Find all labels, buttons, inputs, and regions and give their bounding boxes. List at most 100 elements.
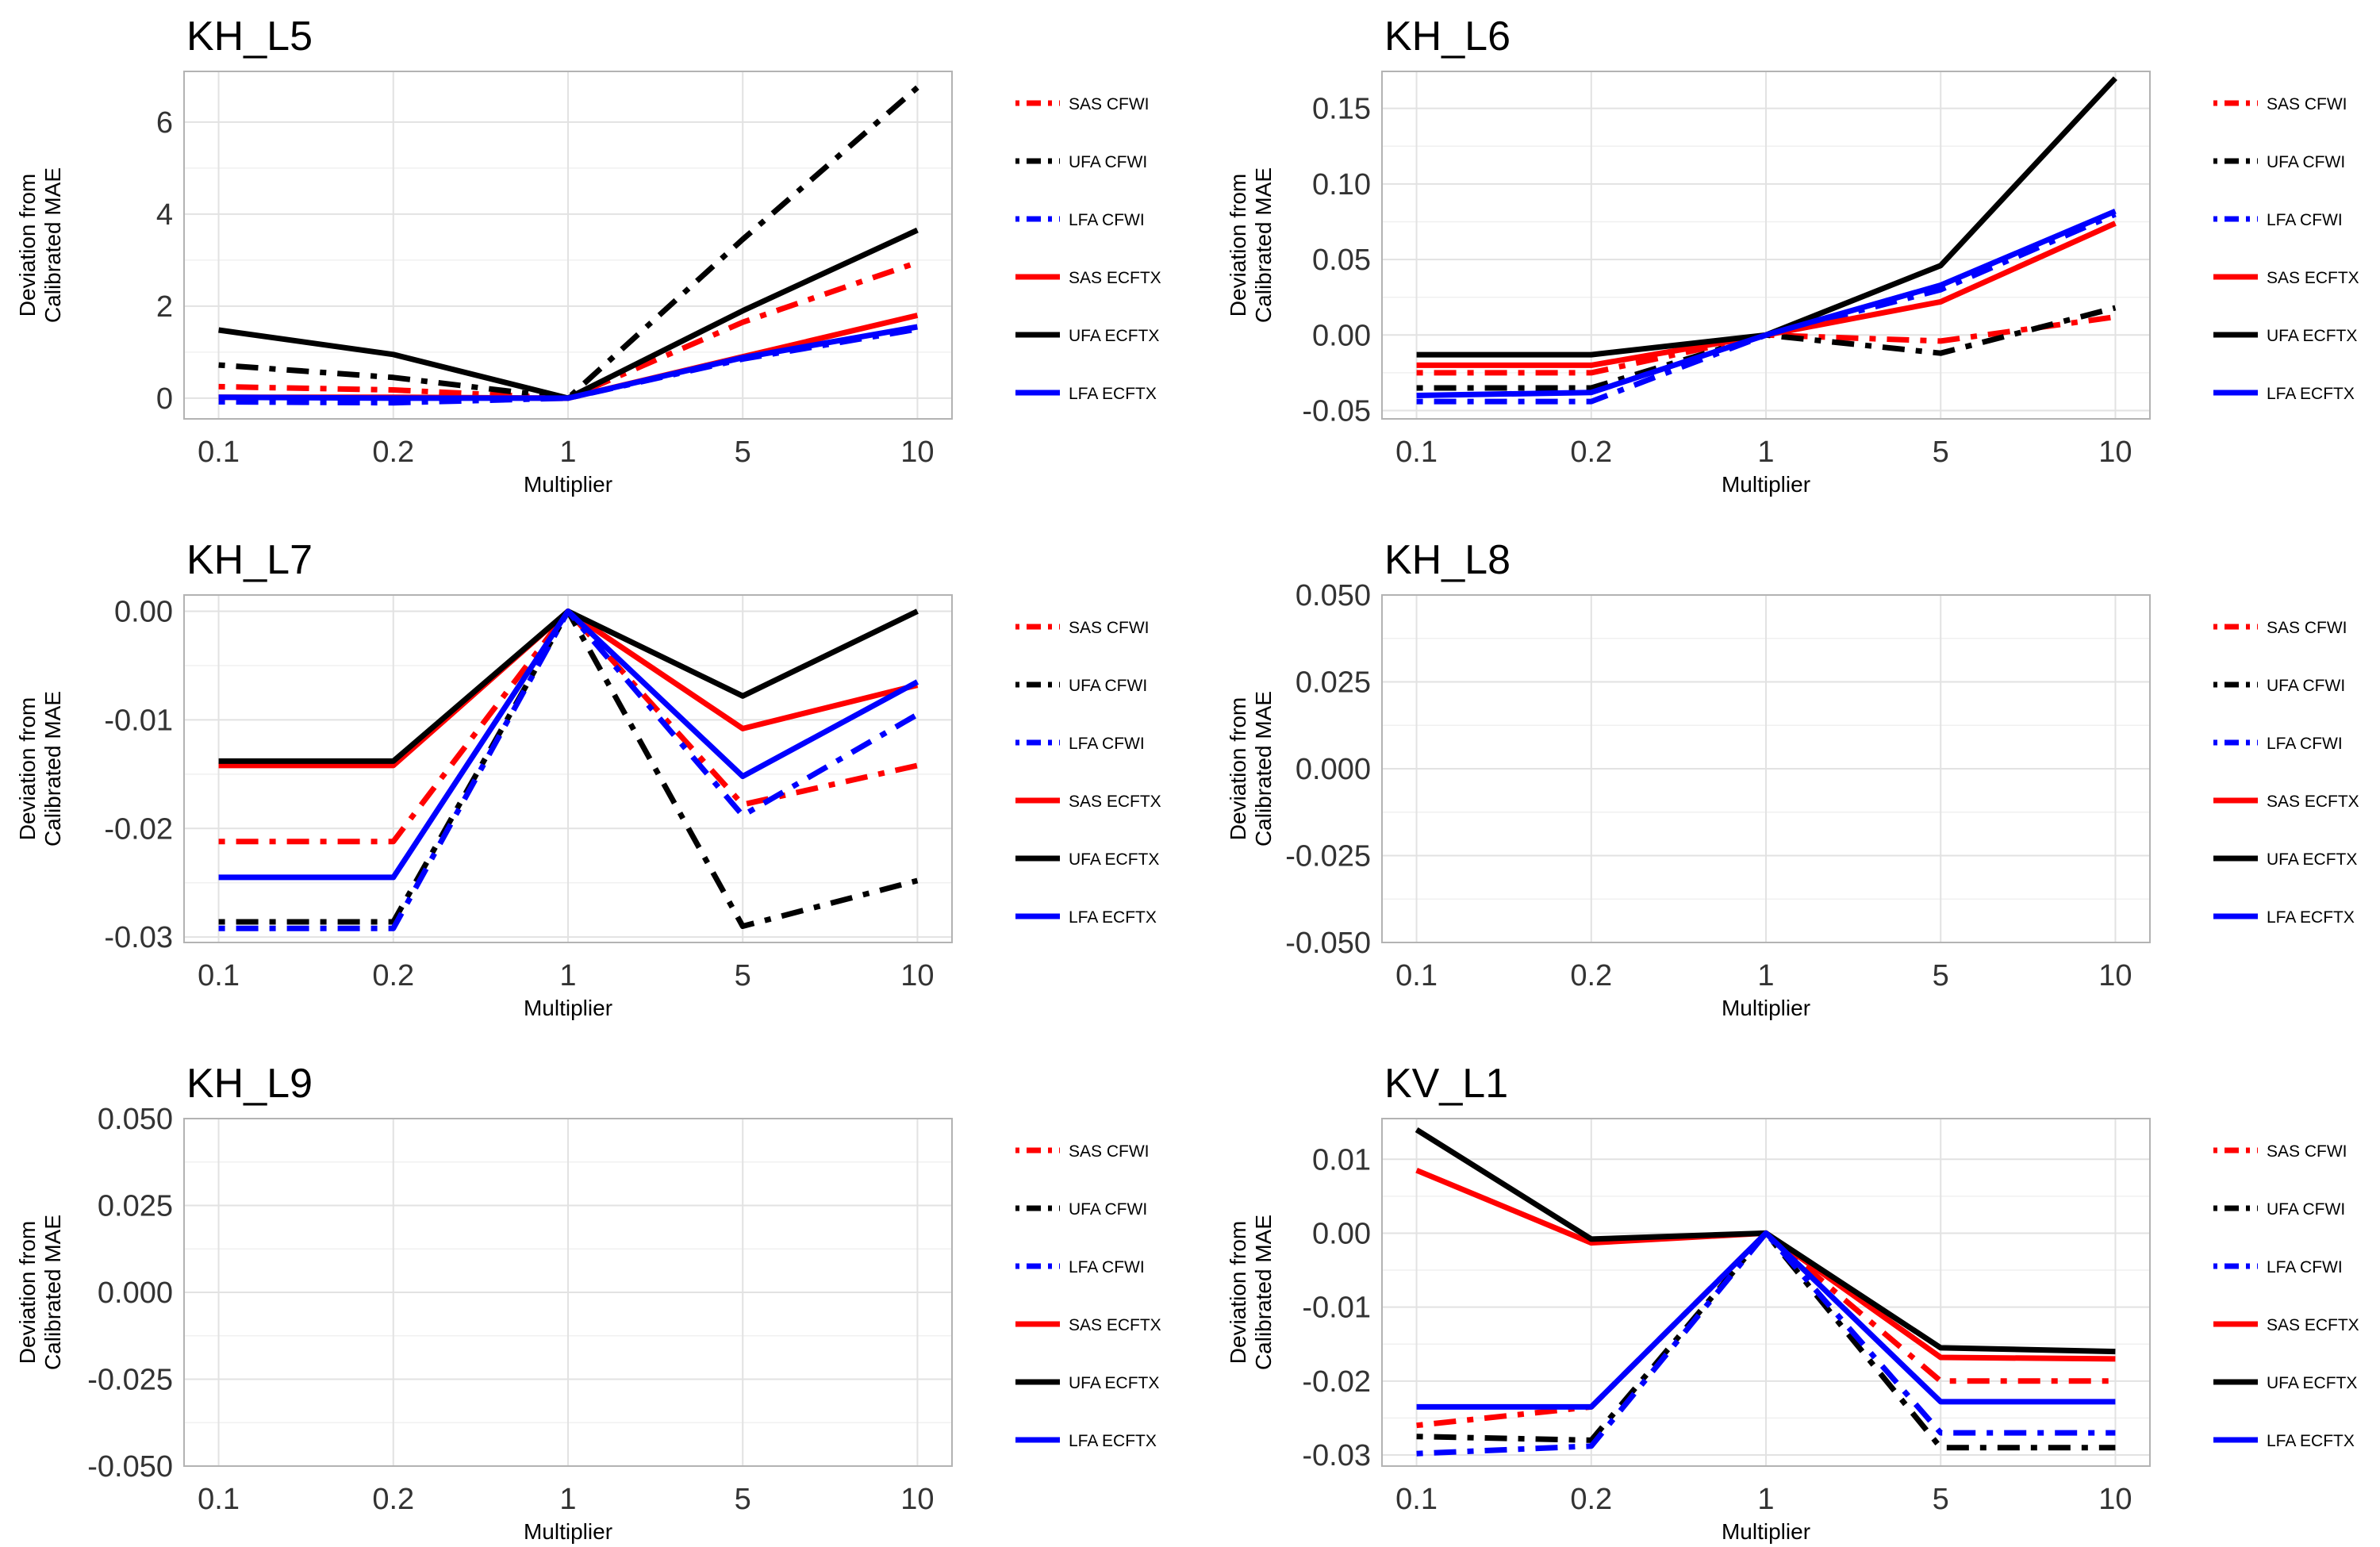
series-line-sas-cfwi xyxy=(218,608,919,845)
y-tick-label: -0.01 xyxy=(104,704,173,737)
y-tick-label: 2 xyxy=(156,290,173,324)
panel-title: KH_L6 xyxy=(1384,13,1511,60)
series-group xyxy=(218,608,919,931)
x-tick-label: 10 xyxy=(900,1483,934,1516)
x-tick-label: 5 xyxy=(1933,959,1949,992)
panel-kh-l9: -0.050 -0.025 0.000 0.025 0.050 0.1 0.2 1 5 10 KH_… xyxy=(15,1061,1161,1544)
legend-label: SAS CFWI xyxy=(2267,95,2347,113)
legend-label: LFA ECFTX xyxy=(1069,385,1157,403)
legend-label: SAS ECFTX xyxy=(1069,793,1161,811)
y-tick-label: 4 xyxy=(156,198,173,232)
y-axis-label: Deviation fromCalibrated MAE xyxy=(1226,691,1276,846)
x-tick-label: 0.2 xyxy=(1570,959,1612,992)
legend-label: UFA CFWI xyxy=(1069,1200,1147,1219)
panel-title: KH_L5 xyxy=(186,13,313,60)
legend-label: SAS CFWI xyxy=(1069,95,1150,113)
legend-label: SAS ECFTX xyxy=(2267,1316,2359,1334)
plot-border xyxy=(183,71,953,420)
y-tick-label: 0.05 xyxy=(1312,244,1371,277)
legend-label: LFA ECFTX xyxy=(2267,1432,2355,1450)
y-tick-label: -0.050 xyxy=(87,1450,173,1484)
y-axis-label-line1: Deviation from xyxy=(15,174,40,317)
panel-title: KV_L1 xyxy=(1384,1061,1508,1107)
legend: SAS CFWI UFA CFWI LFA CFWI SAS ECFTX UFA ECF… xyxy=(1015,1142,1161,1450)
x-tick-label: 0.1 xyxy=(198,959,240,992)
y-tick-label: 6 xyxy=(156,106,173,140)
y-axis-label-line2: Calibrated MAE xyxy=(40,691,65,846)
plot-border xyxy=(1381,594,2151,943)
y-axis-label-line2: Calibrated MAE xyxy=(1251,691,1276,846)
y-tick-label: -0.03 xyxy=(104,921,173,954)
y-axis-label-line1: Deviation from xyxy=(1226,1221,1250,1365)
x-tick-label: 5 xyxy=(735,436,751,469)
x-tick-label: 10 xyxy=(900,436,934,469)
series-group xyxy=(1415,1127,2116,1457)
legend: SAS CFWI UFA CFWI LFA CFWI SAS ECFTX UFA ECF… xyxy=(2213,619,2359,927)
y-tick-label: 0.15 xyxy=(1312,93,1371,126)
legend-label: LFA ECFTX xyxy=(1069,1432,1157,1450)
legend-label: SAS ECFTX xyxy=(2267,269,2359,287)
panel-kv-l1: -0.03 -0.02 -0.01 0.00 0.01 0.1 0.2 1 5 10 KV_L1 Mu… xyxy=(1226,1061,2359,1544)
legend-label: LFA CFWI xyxy=(1069,735,1145,753)
legend-label: UFA CFWI xyxy=(2267,677,2345,695)
y-tick-label: 0.00 xyxy=(1312,319,1371,352)
x-tick-label: 1 xyxy=(559,1483,576,1516)
y-tick-label: -0.01 xyxy=(1302,1292,1371,1325)
y-tick-label: -0.025 xyxy=(1285,840,1371,873)
x-tick-label: 1 xyxy=(1757,1483,1774,1516)
legend-label: UFA CFWI xyxy=(2267,1200,2345,1219)
x-tick-label: 10 xyxy=(900,959,934,992)
panel-title: KH_L9 xyxy=(186,1061,313,1107)
y-tick-label: 0.025 xyxy=(98,1190,173,1223)
y-axis-label-line1: Deviation from xyxy=(15,1221,40,1365)
legend-label: SAS CFWI xyxy=(1069,619,1150,637)
x-axis-label: Multiplier xyxy=(524,996,612,1020)
y-tick-label: 0.00 xyxy=(1312,1217,1371,1250)
series-line-lfa-ecftx xyxy=(218,608,919,881)
x-tick-label: 10 xyxy=(2098,1483,2132,1516)
y-axis-label-line1: Deviation from xyxy=(1226,697,1250,841)
legend-label: LFA CFWI xyxy=(2267,1258,2343,1276)
x-axis-label: Multiplier xyxy=(1722,996,1810,1020)
x-axis-label: Multiplier xyxy=(1722,1519,1810,1544)
legend-label: LFA CFWI xyxy=(1069,1258,1145,1276)
series-line-lfa-ecftx xyxy=(218,324,919,401)
x-tick-label: 10 xyxy=(2098,436,2132,469)
x-tick-label: 0.1 xyxy=(198,436,240,469)
series-line-lfa-ecftx xyxy=(1416,208,2117,398)
y-axis-label: Deviation fromCalibrated MAE xyxy=(15,167,65,323)
legend-label: LFA CFWI xyxy=(1069,211,1145,229)
x-axis-label: Multiplier xyxy=(524,1519,612,1544)
y-tick-label: 0.10 xyxy=(1312,168,1371,202)
x-axis-label: Multiplier xyxy=(524,472,612,497)
y-tick-label: -0.02 xyxy=(1302,1365,1371,1399)
legend-label: UFA ECFTX xyxy=(2267,1374,2357,1392)
legend: SAS CFWI UFA CFWI LFA CFWI SAS ECFTX UFA ECF… xyxy=(1015,619,1161,927)
series-line-sas-cfwi xyxy=(1416,314,2116,376)
y-axis-label-line1: Deviation from xyxy=(1226,174,1250,317)
legend-label: LFA CFWI xyxy=(2267,211,2343,229)
legend-label: UFA ECFTX xyxy=(1069,327,1159,345)
x-tick-label: 5 xyxy=(1933,436,1949,469)
x-tick-label: 1 xyxy=(1757,436,1774,469)
legend-label: SAS ECFTX xyxy=(1069,1316,1161,1334)
y-axis-label-line2: Calibrated MAE xyxy=(1251,167,1276,323)
y-tick-label: -0.05 xyxy=(1302,395,1371,428)
x-tick-label: 0.2 xyxy=(372,436,414,469)
panel-kh-l8: -0.050 -0.025 0.000 0.025 0.050 0.1 0.2 1 5 10 KH_… xyxy=(1226,537,2359,1020)
legend-label: SAS CFWI xyxy=(2267,1142,2347,1161)
panel-kh-l6: -0.05 0.00 0.05 0.10 0.15 0.1 0.2 1 5 10 KH_L6 Mult… xyxy=(1226,13,2359,497)
series-line-lfa-ecftx xyxy=(1416,1230,2116,1410)
x-axis-label: Multiplier xyxy=(1722,472,1810,497)
panel-kh-l7: -0.03 -0.02 -0.01 0.00 0.1 0.2 1 5 10 KH_L7 Multip… xyxy=(15,537,1161,1020)
panel-title: KH_L8 xyxy=(1384,537,1511,583)
y-tick-label: 0.050 xyxy=(1296,579,1371,612)
legend-label: LFA ECFTX xyxy=(2267,908,2355,927)
y-axis-label: Deviation fromCalibrated MAE xyxy=(15,691,65,846)
y-tick-label: 0.000 xyxy=(1296,753,1371,786)
y-tick-label: -0.03 xyxy=(1302,1439,1371,1472)
y-axis-label-line1: Deviation from xyxy=(15,697,40,841)
x-tick-label: 0.2 xyxy=(1570,436,1612,469)
legend-label: LFA CFWI xyxy=(2267,735,2343,753)
